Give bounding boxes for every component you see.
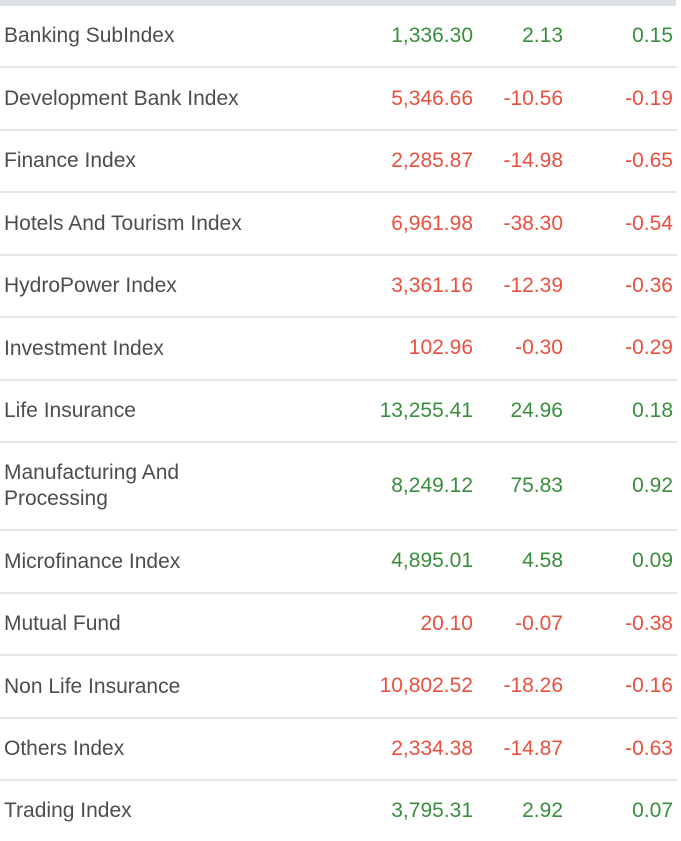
index-name: Life Insurance: [4, 399, 136, 423]
index-change: -18.26: [503, 674, 563, 698]
index-change: 4.58: [522, 549, 563, 573]
index-percent-change: 0.09: [632, 549, 673, 573]
index-row[interactable]: Manufacturing And Processing 8,249.12 75…: [0, 443, 677, 532]
index-change: -12.39: [503, 274, 563, 298]
index-change: -0.30: [515, 336, 563, 360]
index-row[interactable]: Trading Index 3,795.31 2.92 0.07: [0, 781, 677, 841]
index-value: 2,334.38: [391, 736, 473, 760]
index-percent-change: 0.07: [632, 799, 673, 823]
index-name-cell: Trading Index: [4, 798, 338, 824]
index-name: Trading Index: [4, 799, 132, 823]
index-name-cell: Banking SubIndex: [4, 23, 338, 49]
index-value: 3,795.31: [391, 799, 473, 823]
index-change: -14.87: [503, 736, 563, 760]
index-name: Investment Index: [4, 336, 164, 360]
index-change: 2.13: [522, 24, 563, 48]
index-name-cell: HydroPower Index: [4, 273, 338, 299]
index-percent-change: -0.36: [625, 274, 673, 298]
index-name-cell: Life Insurance: [4, 398, 338, 424]
index-value: 102.96: [408, 336, 473, 360]
index-name: Hotels And Tourism Index: [4, 211, 242, 235]
index-value: 3,361.16: [391, 274, 473, 298]
index-value: 13,255.41: [379, 398, 473, 422]
index-change: -0.07: [515, 611, 563, 635]
index-value: 4,895.01: [391, 549, 473, 573]
index-name: Finance Index: [4, 149, 136, 173]
index-name-cell: Mutual Fund: [4, 611, 338, 637]
index-name: Development Bank Index: [4, 86, 239, 110]
index-percent-change: 0.92: [632, 474, 673, 498]
index-change: -38.30: [503, 211, 563, 235]
index-row[interactable]: HydroPower Index 3,361.16 -12.39 -0.36: [0, 256, 677, 319]
index-change: -14.98: [503, 149, 563, 173]
index-name-cell: Non Life Insurance: [4, 673, 338, 699]
index-change: 75.83: [510, 474, 563, 498]
index-percent-change: -0.54: [625, 211, 673, 235]
index-value: 8,249.12: [391, 474, 473, 498]
index-percent-change: -0.63: [625, 736, 673, 760]
index-row[interactable]: Banking SubIndex 1,336.30 2.13 0.15: [0, 6, 677, 69]
index-name: Mutual Fund: [4, 612, 121, 636]
index-name-cell: Hotels And Tourism Index: [4, 210, 338, 236]
index-percent-change: -0.16: [625, 674, 673, 698]
index-percent-change: 0.18: [632, 398, 673, 422]
index-value: 20.10: [420, 611, 473, 635]
top-divider-strip: [0, 0, 676, 6]
index-value: 1,336.30: [391, 24, 473, 48]
index-name: Manufacturing And Processing: [4, 461, 180, 511]
index-name: Non Life Insurance: [4, 674, 181, 698]
index-row[interactable]: Finance Index 2,285.87 -14.98 -0.65: [0, 131, 677, 194]
index-row[interactable]: Mutual Fund 20.10 -0.07 -0.38: [0, 594, 677, 657]
index-row[interactable]: Microfinance Index 4,895.01 4.58 0.09: [0, 531, 677, 594]
index-row[interactable]: Development Bank Index 5,346.66 -10.56 -…: [0, 68, 677, 131]
index-name-cell: Finance Index: [4, 148, 338, 174]
index-percent-change: -0.38: [625, 611, 673, 635]
index-row[interactable]: Non Life Insurance 10,802.52 -18.26 -0.1…: [0, 656, 677, 719]
index-value: 6,961.98: [391, 211, 473, 235]
index-percent-change: -0.29: [625, 336, 673, 360]
index-name: Microfinance Index: [4, 549, 181, 573]
index-percent-change: -0.65: [625, 149, 673, 173]
index-row[interactable]: Others Index 2,334.38 -14.87 -0.63: [0, 719, 677, 781]
index-change: -10.56: [503, 86, 563, 110]
index-percent-change: 0.15: [632, 24, 673, 48]
index-name-cell: Microfinance Index: [4, 548, 338, 574]
index-value: 2,285.87: [391, 149, 473, 173]
index-name: HydroPower Index: [4, 274, 177, 298]
index-value: 10,802.52: [379, 674, 473, 698]
index-row[interactable]: Hotels And Tourism Index 6,961.98 -38.30…: [0, 193, 677, 256]
index-name-cell: Investment Index: [4, 335, 338, 361]
index-name: Others Index: [4, 736, 125, 760]
index-change: 2.92: [522, 799, 563, 823]
index-name-cell: Manufacturing And Processing: [4, 460, 338, 512]
index-row[interactable]: Life Insurance 13,255.41 24.96 0.18: [0, 381, 677, 444]
index-name-cell: Development Bank Index: [4, 85, 338, 111]
index-change: 24.96: [510, 398, 563, 422]
indices-table: Banking SubIndex 1,336.30 2.13 0.15 Deve…: [0, 6, 681, 841]
index-percent-change: -0.19: [625, 86, 673, 110]
index-name: Banking SubIndex: [4, 24, 175, 48]
index-value: 5,346.66: [391, 86, 473, 110]
index-name-cell: Others Index: [4, 736, 338, 762]
index-row[interactable]: Investment Index 102.96 -0.30 -0.29: [0, 318, 677, 381]
